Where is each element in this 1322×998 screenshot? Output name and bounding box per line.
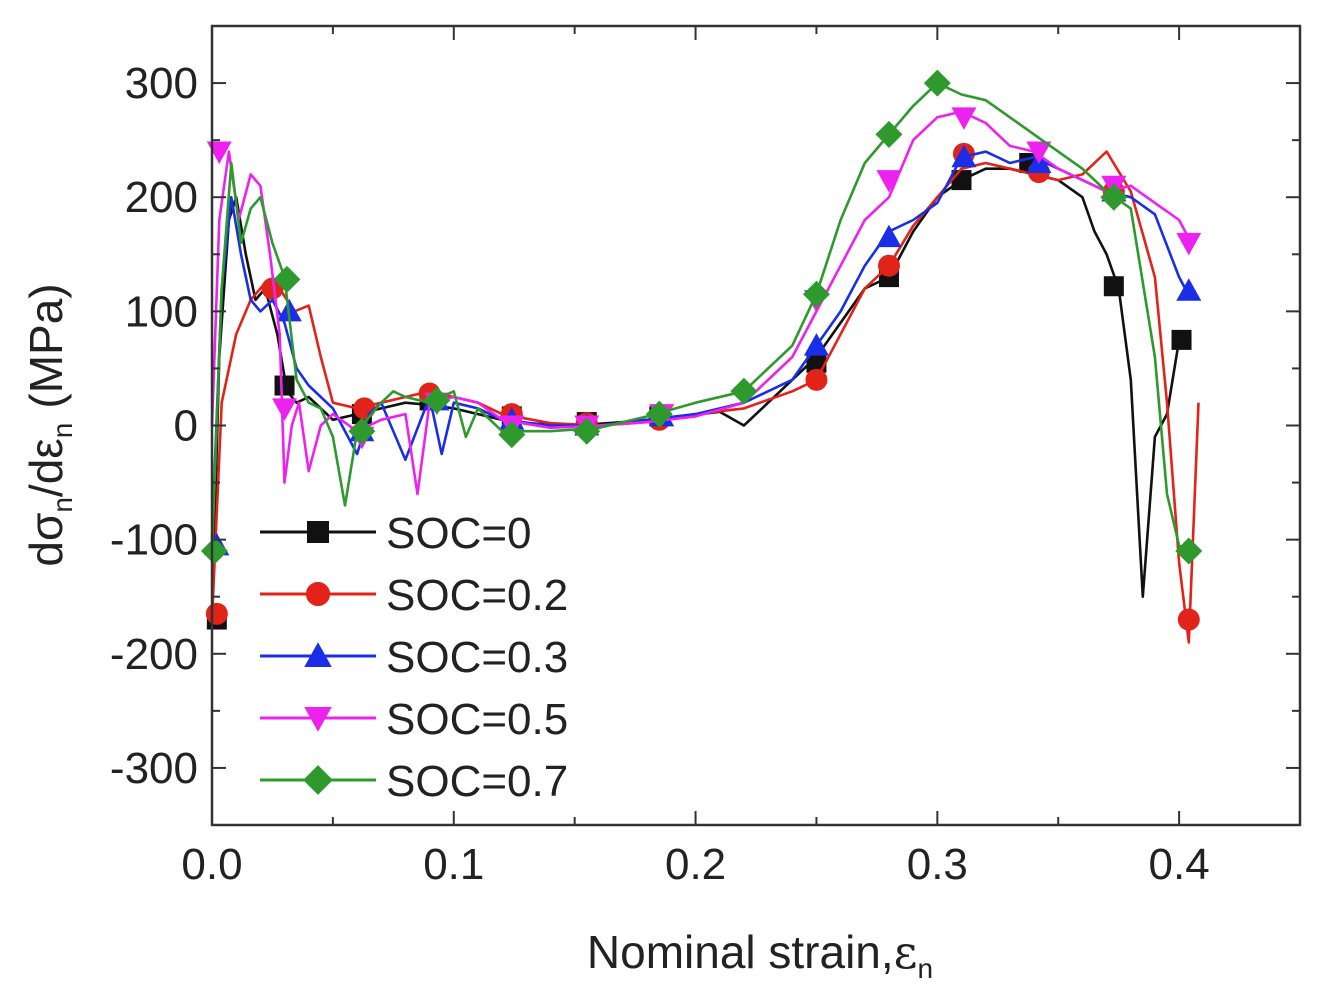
legend: SOC=0 SOC=0.2 SOC=0.3 SOC=0.5 SOC=0.7	[260, 509, 568, 806]
series-line	[210, 150, 1200, 644]
series-marker	[1177, 608, 1200, 631]
legend-item: SOC=0.7	[260, 757, 568, 806]
series-marker	[645, 400, 673, 428]
series-marker	[274, 375, 295, 396]
legend-marker	[303, 765, 333, 795]
series-marker	[923, 69, 951, 97]
series-marker	[875, 120, 903, 148]
x-axis-title: Nominal strain,εn	[587, 925, 933, 984]
series-marker	[876, 170, 902, 193]
x-tick-label: 0.3	[907, 840, 968, 889]
x-tick-label: 0.0	[181, 840, 242, 889]
y-axis-title: dσn/dεn(MPa)	[20, 283, 78, 566]
y-axis-title-d1: dσ	[20, 513, 72, 567]
y-axis-title-sub1: n	[47, 497, 78, 513]
series-marker	[803, 333, 829, 356]
series-1	[205, 142, 1200, 644]
legend-marker	[304, 642, 332, 667]
axes-layer	[210, 24, 1302, 827]
series-marker	[353, 397, 376, 420]
legend-label: SOC=0.2	[386, 571, 568, 620]
series-marker	[951, 144, 977, 168]
legend-marker	[305, 581, 331, 607]
legend-item: SOC=0.3	[260, 633, 568, 682]
legend-label: SOC=0.3	[386, 633, 568, 682]
x-axis-title-symbol: ε	[894, 925, 918, 979]
x-tick-label: 0.1	[423, 840, 484, 889]
legend-marker	[304, 707, 332, 732]
series-marker	[272, 398, 298, 421]
series-line	[210, 167, 1188, 620]
ticks-layer: 0.0 0.1 0.2 0.3 0.4 -300 -200 -100 0 100 200 300	[110, 25, 1301, 889]
x-axis-title-subscript: n	[918, 953, 934, 984]
series-marker	[802, 280, 830, 308]
x-axis-title-text: Nominal strain,	[587, 926, 894, 978]
y-tick-label: -200	[110, 630, 198, 679]
series-marker	[1026, 141, 1052, 165]
legend-marker	[307, 521, 329, 543]
series-marker	[951, 107, 977, 130]
y-tick-label: 0	[174, 402, 198, 451]
series-marker	[730, 377, 758, 405]
y-tick-label: 200	[125, 173, 198, 222]
x-tick-label: 0.4	[1149, 840, 1210, 889]
legend-label: SOC=0.5	[386, 695, 568, 744]
series-marker	[205, 602, 228, 625]
y-tick-label: -300	[110, 744, 198, 793]
series-2	[204, 144, 1202, 556]
series-marker	[1103, 276, 1124, 297]
y-tick-label: 300	[125, 59, 198, 108]
series-marker	[805, 368, 828, 391]
series-line	[210, 81, 1190, 553]
y-tick-label: 100	[125, 287, 198, 336]
legend-label: SOC=0.7	[386, 757, 568, 806]
series-marker	[1100, 183, 1128, 211]
series-line	[210, 110, 1193, 496]
plot-frame	[210, 24, 1302, 827]
y-axis-title-slash: /dε	[20, 438, 72, 497]
series-line	[210, 150, 1193, 540]
y-tick-label: -100	[110, 516, 198, 565]
legend-item: SOC=0.2	[260, 571, 568, 620]
series-4	[200, 69, 1203, 565]
series-marker	[1171, 329, 1192, 350]
series-marker	[1175, 537, 1203, 565]
legend-label: SOC=0	[386, 509, 532, 558]
series-layer	[200, 69, 1203, 644]
legend-item: SOC=0	[260, 509, 532, 558]
series-marker	[1176, 232, 1202, 256]
series-marker	[876, 224, 902, 248]
series-marker	[877, 254, 900, 277]
y-axis-title-unit: (MPa)	[20, 283, 72, 408]
series-marker	[573, 417, 601, 445]
series-marker	[423, 386, 451, 414]
series-marker	[200, 537, 228, 565]
x-tick-label: 0.2	[665, 840, 726, 889]
series-marker	[348, 417, 376, 445]
series-marker	[1176, 278, 1202, 301]
legend-item: SOC=0.5	[260, 695, 568, 744]
y-axis-title-sub2: n	[47, 423, 78, 439]
series-marker	[498, 421, 526, 449]
series-0	[206, 152, 1192, 630]
series-marker	[273, 265, 301, 293]
